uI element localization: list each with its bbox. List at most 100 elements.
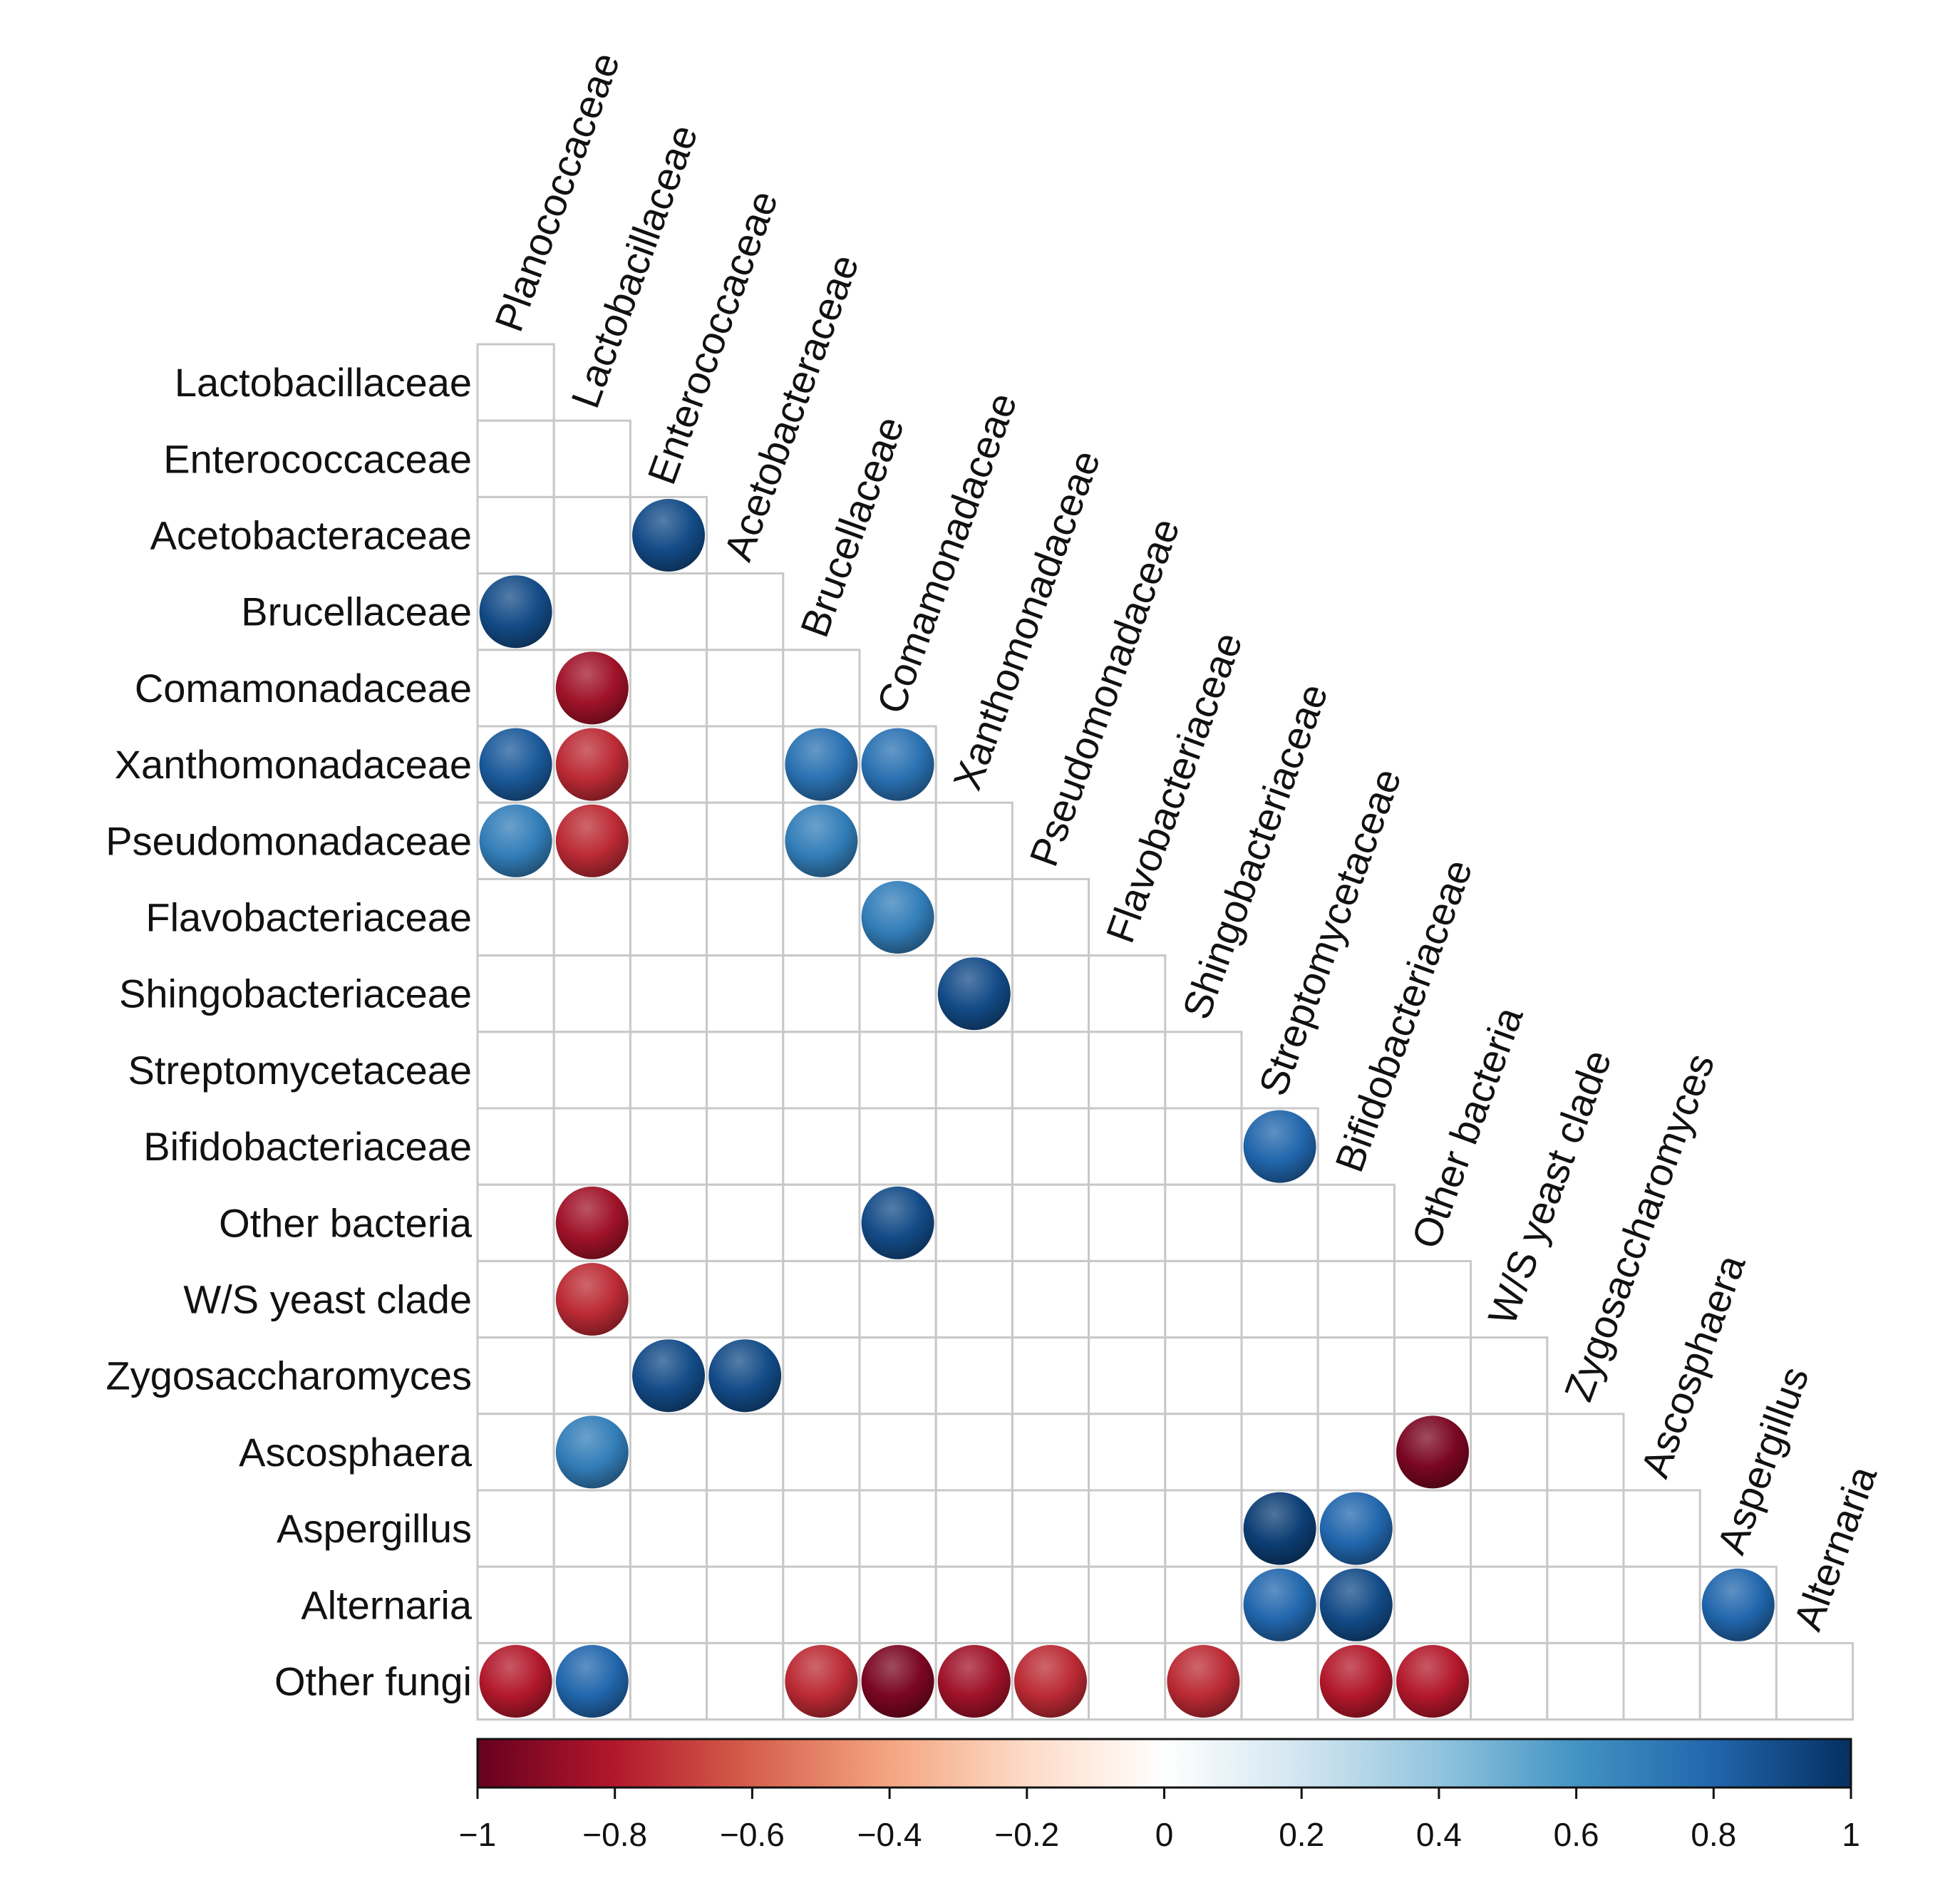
column-label: Ascosphaera: [1632, 1249, 1754, 1484]
correlation-circle: [1319, 1568, 1393, 1641]
grid-cell: [782, 954, 861, 1033]
row-label: Brucellaceae: [241, 589, 472, 634]
row-labels: Lactobacillaceae Enterococcaceae Acetobact…: [105, 360, 473, 1703]
grid-cell: [1088, 954, 1167, 1033]
grid-cell: [1088, 1259, 1167, 1339]
grid-cell: [1088, 1565, 1167, 1644]
grid-cell: [1240, 1259, 1319, 1339]
colorbar-tick-label: 0.6: [1554, 1816, 1599, 1853]
grid-cell: [782, 1336, 861, 1415]
grid-cell: [629, 572, 708, 651]
correlation-circle: [479, 728, 552, 801]
colorbar-tick-label: 0.8: [1691, 1816, 1736, 1853]
correlation-circle: [937, 1645, 1011, 1718]
grid-cell: [1011, 1107, 1090, 1186]
grid-cell: [1164, 1183, 1243, 1262]
grid-cell: [1240, 1641, 1319, 1721]
row-label: Other fungi: [274, 1659, 472, 1704]
grid-cell: [476, 1031, 555, 1110]
grid-cell: [782, 649, 861, 728]
grid-cell: [552, 1107, 631, 1186]
row-label: W/S yeast clade: [183, 1277, 472, 1322]
grid-cell: [782, 1183, 861, 1262]
grid-cell: [629, 725, 708, 804]
colorbar-gradient: [476, 1738, 1852, 1789]
grid-cell: [782, 1565, 861, 1644]
grid-cell: [476, 954, 555, 1033]
grid-cell: [934, 877, 1013, 957]
correlation-circle: [1396, 1645, 1469, 1718]
grid-cell: [476, 1259, 555, 1339]
grid-cell: [934, 1565, 1013, 1644]
grid-cell: [1011, 1489, 1090, 1568]
row-label: Other bacteria: [219, 1200, 473, 1245]
colorbar-tick-label: −0.2: [994, 1816, 1059, 1853]
correlation-circle: [861, 728, 934, 801]
grid-cell: [706, 954, 785, 1033]
grid-cell: [782, 1413, 861, 1492]
grid-cell: [1393, 1565, 1472, 1644]
correlation-circle: [1243, 1110, 1316, 1183]
grid-cell: [476, 1565, 555, 1644]
grid-cell: [1011, 1336, 1090, 1415]
grid-cell: [706, 572, 785, 651]
grid-cell: [858, 1031, 937, 1110]
grid-cell: [1622, 1641, 1701, 1721]
grid-cell: [629, 1107, 708, 1186]
grid-cell: [934, 1107, 1013, 1186]
row-label: Lactobacillaceae: [175, 360, 472, 405]
grid-cell: [1240, 1183, 1319, 1262]
row-label: Enterococcaceae: [163, 436, 472, 481]
grid-cell: [552, 1565, 631, 1644]
grid-cell: [934, 1183, 1013, 1262]
row-label: Streptomycetaceae: [128, 1048, 472, 1093]
grid-cell: [552, 1489, 631, 1568]
grid-cell: [934, 1489, 1013, 1568]
correlation-circle: [861, 1186, 934, 1259]
grid-cell: [934, 801, 1013, 880]
grid-cell: [476, 1489, 555, 1568]
grid-cell: [1088, 1183, 1167, 1262]
colorbar-tick-label: 0: [1155, 1816, 1174, 1853]
grid-cell: [1011, 1565, 1090, 1644]
grid-cell: [1011, 1259, 1090, 1339]
grid-cell: [1470, 1565, 1549, 1644]
grid-cell: [476, 1336, 555, 1415]
row-label: Comamonadaceae: [135, 666, 472, 711]
grid-cell: [1164, 1489, 1243, 1568]
grid-cell: [1393, 1336, 1472, 1415]
row-label: Bifidobacteriaceae: [143, 1124, 472, 1169]
grid-cell: [1164, 1565, 1243, 1644]
grid-cell: [1470, 1336, 1549, 1415]
grid-cell: [476, 1183, 555, 1262]
grid-cell: [1546, 1641, 1625, 1721]
grid-cell: [1164, 1336, 1243, 1415]
colorbar-tick-label: −0.4: [857, 1816, 922, 1853]
grid-cell: [629, 801, 708, 880]
grid-cell: [1546, 1413, 1625, 1492]
grid-cell: [858, 1336, 937, 1415]
grid-cell: [1011, 1413, 1090, 1492]
grid-cell: [1546, 1489, 1625, 1568]
correlation-circle: [479, 575, 552, 649]
grid-cell: [1088, 1336, 1167, 1415]
column-label: Brucellaceae: [791, 411, 912, 643]
grid-cell: [782, 1031, 861, 1110]
colorbar-tick-label: 0.2: [1279, 1816, 1324, 1853]
correlation-circle: [555, 1186, 629, 1259]
correlation-circle: [1319, 1492, 1393, 1565]
grid-cell: [934, 1336, 1013, 1415]
correlation-circle: [785, 728, 858, 801]
grid-cell: [552, 1336, 631, 1415]
row-label: Shingobacteriaceae: [119, 971, 472, 1016]
row-label: Ascosphaera: [239, 1430, 473, 1475]
grid-cell: [476, 419, 555, 498]
grid-cell: [1088, 1031, 1167, 1110]
row-label: Xanthomonadaceae: [115, 742, 472, 787]
row-label: Acetobacteraceae: [150, 513, 472, 558]
grid-cell: [706, 877, 785, 957]
column-label: Other bacteria: [1403, 1001, 1532, 1254]
grid-cell: [1316, 1336, 1396, 1415]
correlation-circle: [1701, 1568, 1775, 1641]
correlation-circle: [785, 804, 858, 877]
